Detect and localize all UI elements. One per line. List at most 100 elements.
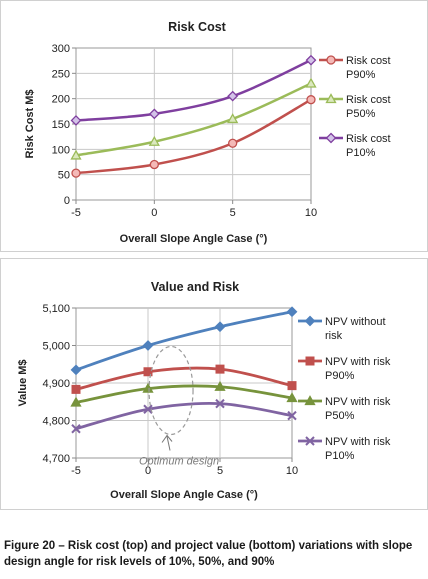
legend-entry: Risk cost P50%	[319, 93, 391, 120]
x-tick-label: 0	[145, 465, 151, 477]
legend-marker	[304, 395, 316, 406]
legend-marker	[305, 436, 315, 446]
legend-marker	[325, 93, 337, 104]
y-tick-label: 200	[52, 94, 70, 106]
data-point	[305, 54, 317, 66]
data-point	[70, 364, 82, 376]
series-line	[75, 366, 293, 391]
legend-entry: NPV with risk P90%	[298, 356, 391, 382]
series-line	[75, 402, 293, 431]
y-tick-label: 5,000	[42, 341, 70, 353]
data-point	[287, 410, 297, 421]
figure-caption: Figure 20 – Risk cost (top) and project …	[4, 540, 413, 568]
y-tick-label: 250	[52, 68, 70, 80]
arrow-head	[161, 434, 173, 443]
legend-label: P50%	[325, 410, 355, 422]
series-3	[70, 380, 298, 407]
y-tick-label: 0	[64, 195, 70, 207]
legend-entry: Risk cost P10%	[319, 132, 391, 159]
x-tick-label: 5	[217, 465, 223, 477]
data-point	[142, 340, 154, 351]
marker-stroke	[71, 424, 81, 434]
data-point	[286, 392, 298, 403]
marker-stroke	[215, 398, 225, 409]
y-axis-label: Risk Cost M$	[24, 89, 36, 158]
data-point	[286, 306, 298, 318]
y-tick-label: 4,700	[42, 453, 70, 465]
series-2	[71, 364, 297, 394]
marker-stroke	[143, 404, 153, 414]
data-point	[71, 424, 81, 434]
legend-label: Risk cost	[346, 55, 391, 67]
data-point	[227, 113, 239, 124]
legend-marker	[304, 315, 316, 327]
data-point	[227, 90, 239, 102]
y-tick-label: 5,100	[42, 303, 70, 315]
data-point	[143, 367, 153, 377]
series-line	[75, 384, 293, 404]
data-point	[71, 168, 81, 178]
legend-marker	[326, 55, 336, 65]
legend-label: P10%	[346, 147, 376, 159]
y-tick-label: 300	[52, 43, 70, 55]
chart-title: Risk Cost	[168, 20, 226, 34]
series-line	[75, 82, 312, 157]
chart-title: Value and Risk	[151, 280, 239, 294]
legend-label: Risk cost	[346, 133, 391, 145]
legend-label: Risk cost	[346, 94, 391, 106]
data-point	[148, 108, 160, 120]
legend-label: P50%	[346, 108, 376, 120]
data-point	[214, 321, 226, 333]
y-axis-label: Value M$	[17, 359, 29, 406]
data-point	[143, 404, 153, 414]
marker-stroke	[305, 436, 315, 446]
y-tick-label: 50	[58, 170, 70, 182]
x-axis-label: Overall Slope Angle Case (°)	[110, 489, 258, 501]
legend-label: P10%	[325, 450, 355, 462]
legend-marker	[305, 356, 315, 366]
x-axis-label: Overall Slope Angle Case (°)	[120, 233, 268, 245]
series-1	[70, 306, 298, 376]
series-line	[75, 310, 293, 372]
legend-label: NPV with risk	[325, 396, 391, 408]
data-point	[142, 382, 154, 393]
legend-label: NPV with risk	[325, 356, 391, 368]
data-point	[71, 384, 81, 394]
data-point	[70, 396, 82, 407]
data-point	[149, 159, 159, 170]
y-tick-label: 150	[52, 119, 70, 131]
y-tick-label: 4,800	[42, 416, 70, 428]
series-line	[75, 59, 312, 122]
legend-entry: NPV with risk P10%	[298, 436, 391, 462]
series-3	[70, 54, 317, 126]
marker-stroke	[287, 410, 297, 421]
value-and-risk-chart: Value and Risk 4,700 4,800 4,900 5,000 5,100 -…	[0, 258, 428, 510]
legend-entry: NPV with risk P50%	[298, 395, 391, 422]
legend-label: P90%	[346, 69, 376, 81]
data-point	[214, 380, 226, 391]
legend-entry: Risk cost P90%	[319, 55, 391, 81]
optimum-design-label: Optimum design	[139, 456, 219, 468]
legend-label: NPV with risk	[325, 436, 391, 448]
legend-label: risk	[325, 330, 343, 342]
chart-frame	[0, 258, 428, 510]
legend-marker	[325, 132, 337, 144]
optimum-arrow	[161, 434, 173, 451]
x-tick-label: 5	[230, 207, 236, 219]
data-point	[305, 77, 317, 88]
legend-entry: NPV without risk	[298, 315, 386, 342]
data-point	[306, 95, 316, 105]
series-1	[71, 95, 316, 178]
y-tick-label: 4,900	[42, 378, 70, 390]
x-tick-label: -5	[71, 207, 81, 219]
data-point	[228, 138, 238, 148]
data-point	[70, 149, 82, 160]
data-point	[70, 115, 82, 126]
x-tick-label: -5	[71, 465, 81, 477]
y-tick-label: 100	[52, 144, 70, 156]
legend-label: NPV without	[325, 316, 386, 328]
data-point	[287, 381, 297, 391]
x-tick-label: 0	[151, 207, 157, 219]
optimum-ellipse	[148, 345, 194, 436]
